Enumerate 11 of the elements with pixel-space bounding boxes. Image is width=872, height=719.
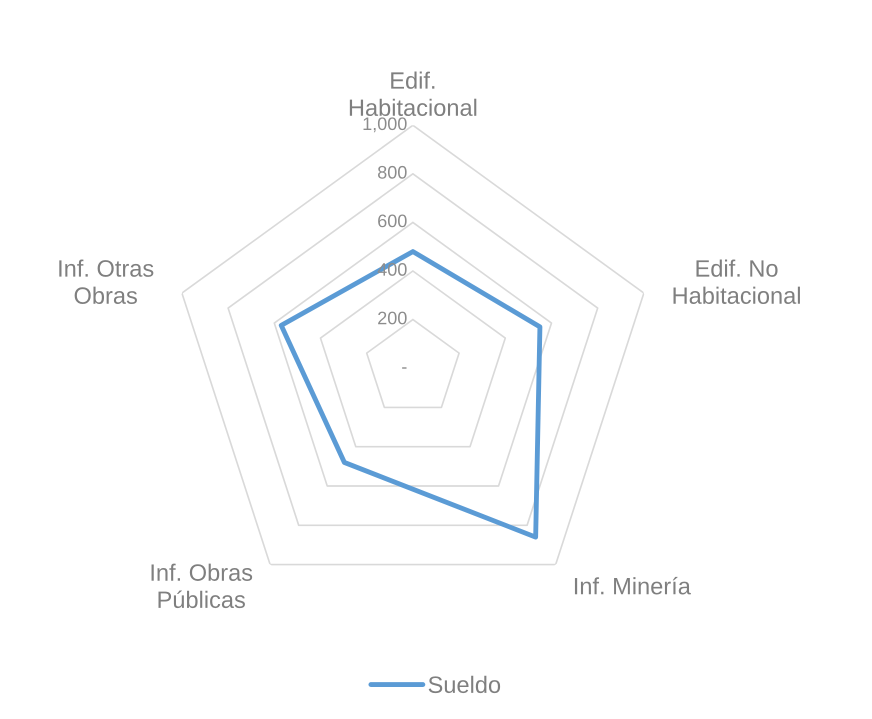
spoke-label: Edif. Habitacional xyxy=(350,72,476,116)
spoke-label: Edif. No Habitacional xyxy=(674,260,800,304)
spoke-label: Inf. Minería xyxy=(574,576,691,595)
spoke-label: Inf. Obras Públicas xyxy=(152,564,252,608)
y-tick-label: 800 xyxy=(378,166,407,179)
y-tick-label: 1,000 xyxy=(364,117,407,132)
y-tick-label: - xyxy=(402,367,407,369)
spoke-label: Inf. Otras Obras xyxy=(59,260,154,304)
y-tick-label: 600 xyxy=(378,214,407,228)
legend-label: Sueldo xyxy=(428,676,500,694)
y-tick-label: 200 xyxy=(378,312,407,324)
